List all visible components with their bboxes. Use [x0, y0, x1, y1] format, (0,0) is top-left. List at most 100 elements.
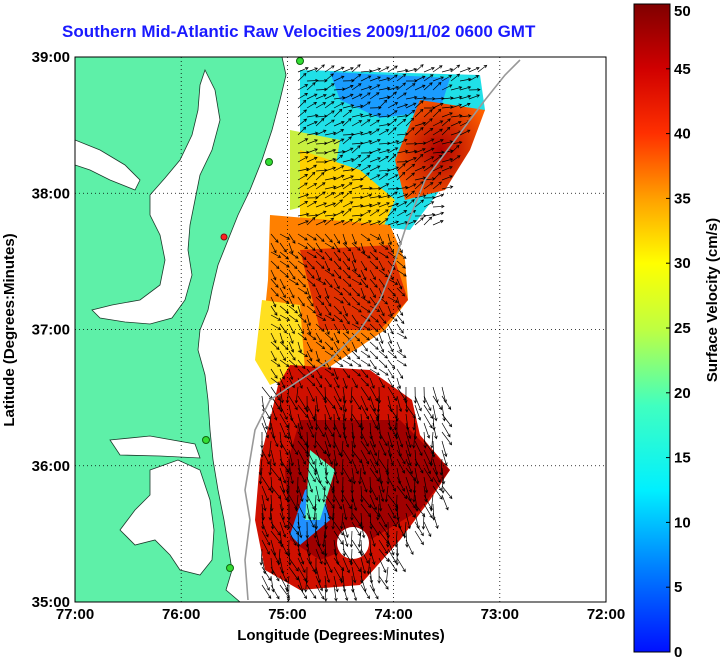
- x-tick-label: 72:00: [587, 606, 625, 623]
- vector-arrow: [441, 440, 448, 458]
- vector-arrow: [279, 287, 286, 299]
- vector-arrow: [396, 82, 407, 91]
- vector-arrow: [432, 440, 436, 458]
- vector-arrow: [468, 87, 481, 92]
- vector-arrow: [378, 86, 391, 91]
- vector-arrow: [360, 260, 367, 272]
- station-marker: [296, 57, 304, 65]
- vector-arrow: [279, 242, 287, 253]
- colorbar-label: Surface Velocity (cm/s): [704, 218, 721, 382]
- vector-arrow: [387, 341, 394, 353]
- vector-arrow: [351, 395, 362, 411]
- vector-arrow: [351, 512, 362, 527]
- vector-arrow: [297, 174, 309, 181]
- colorbar-tick-label: 50: [674, 3, 691, 20]
- colorbar: [633, 3, 671, 653]
- vector-arrow: [423, 138, 435, 145]
- vector-arrow: [333, 404, 341, 421]
- vector-arrow: [369, 84, 381, 91]
- vector-arrow: [342, 323, 349, 335]
- vector-arrow: [288, 233, 296, 244]
- vector-arrow: [297, 449, 306, 465]
- vector-arrow: [387, 449, 394, 466]
- vector-arrow: [387, 386, 397, 402]
- vector-arrow: [297, 395, 307, 411]
- vector-arrow: [378, 148, 391, 154]
- vector-arrow: [333, 121, 345, 127]
- vector-arrow: [459, 129, 471, 136]
- vector-arrow: [360, 220, 372, 226]
- vector-arrow: [313, 431, 317, 449]
- y-tick-labels: 35:00 36:00 37:00 38:00 39:00: [32, 49, 70, 611]
- vector-arrow: [405, 458, 413, 475]
- vector-arrow: [450, 86, 463, 91]
- vector-arrow: [414, 176, 427, 181]
- vector-arrow: [297, 323, 304, 335]
- vector-arrow: [349, 386, 353, 404]
- vector-arrow: [306, 171, 316, 181]
- vector-arrow: [378, 173, 389, 181]
- vector-arrow: [315, 182, 326, 190]
- vector-arrow: [441, 84, 453, 91]
- vector-arrow: [432, 485, 443, 500]
- vector-arrow: [279, 566, 288, 583]
- vector-arrow: [360, 75, 372, 82]
- vector-arrow: [423, 109, 433, 118]
- vector-arrow: [332, 431, 336, 449]
- vector-arrow: [270, 260, 280, 270]
- vector-arrow: [342, 190, 353, 199]
- vector-arrow: [351, 218, 362, 226]
- vector-arrow: [414, 467, 420, 485]
- vector-arrow: [396, 431, 404, 448]
- vector-arrow: [360, 332, 370, 341]
- vector-arrow: [342, 341, 350, 352]
- vector-arrow: [369, 341, 379, 350]
- vector-arrow: [405, 395, 409, 413]
- vector-arrow: [288, 359, 298, 368]
- vector-arrow: [441, 422, 451, 438]
- vector-arrow: [342, 175, 354, 181]
- vector-arrow: [297, 233, 308, 241]
- vector-arrow: [315, 341, 326, 350]
- vector-arrow: [441, 467, 446, 485]
- vector-arrow: [306, 287, 312, 300]
- vector-arrow: [297, 548, 305, 565]
- vector-arrow: [468, 75, 480, 82]
- vector-arrow: [387, 314, 398, 322]
- vector-arrow: [333, 359, 344, 368]
- vector-arrow: [342, 67, 354, 73]
- vector-arrow: [294, 494, 299, 512]
- vector-arrow: [378, 368, 389, 376]
- vector-arrow: [270, 584, 280, 600]
- vector-arrow: [432, 211, 445, 217]
- vector-arrow: [315, 575, 323, 592]
- vector-arrow: [306, 148, 318, 154]
- vector-arrow: [324, 278, 333, 288]
- vector-arrow: [349, 530, 354, 548]
- vector-arrow: [306, 296, 314, 307]
- vector-arrow: [306, 341, 313, 353]
- vector-arrow: [270, 341, 280, 351]
- vector-arrow: [297, 377, 303, 389]
- vector-arrow: [260, 440, 264, 458]
- vector-arrow: [351, 177, 364, 182]
- vector-arrow: [351, 377, 358, 389]
- vector-arrow: [414, 194, 427, 199]
- vector-arrow: [297, 485, 304, 503]
- vector-arrow: [342, 136, 352, 145]
- vector-arrow: [297, 182, 308, 190]
- vector-arrow: [279, 476, 286, 494]
- vector-arrow: [360, 296, 371, 304]
- vector-arrow: [423, 82, 433, 91]
- vector-arrow: [369, 530, 376, 547]
- vector-arrow: [441, 494, 449, 511]
- vector-arrow: [342, 269, 351, 279]
- vector-arrow: [441, 395, 452, 411]
- vector-arrow: [396, 395, 403, 413]
- vector-arrow: [360, 203, 373, 208]
- vector-arrow: [297, 212, 310, 217]
- vector-arrow: [342, 201, 354, 208]
- vector-arrow: [322, 485, 326, 503]
- vector-arrow: [288, 242, 294, 255]
- vector-arrow: [396, 557, 406, 573]
